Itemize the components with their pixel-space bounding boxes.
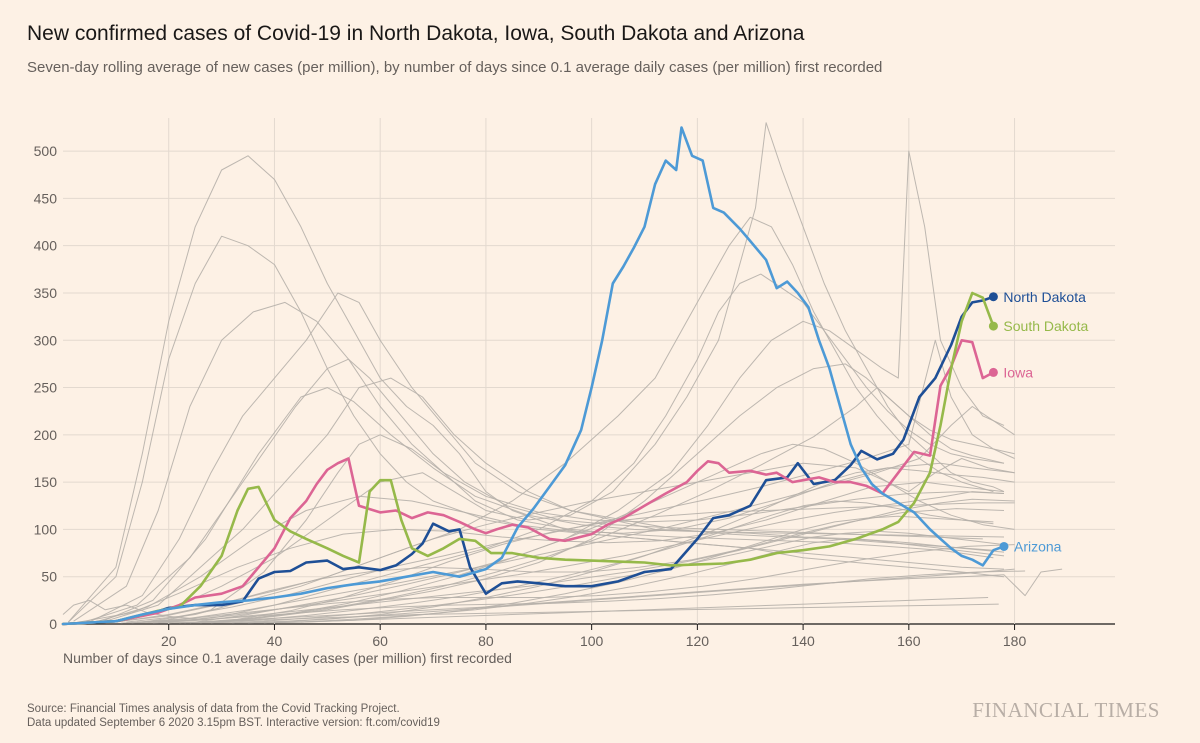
y-tick-label: 250 (34, 380, 58, 396)
arizona-line (61, 126, 1006, 626)
y-tick-label: 300 (34, 332, 58, 348)
y-tick-label: 200 (34, 427, 58, 443)
north-dakota-end-dot (988, 292, 998, 302)
x-axis-ticks: 20 40 60 80 100 120 140 160 180 (161, 624, 1027, 649)
iowa-line (61, 339, 995, 626)
other-state-line (110, 508, 1005, 623)
other-state-line (247, 597, 989, 624)
north-dakota-line (61, 295, 995, 626)
south-dakota-line (61, 291, 995, 626)
y-tick-label: 0 (49, 616, 57, 632)
y-tick-label: 500 (34, 143, 58, 159)
x-tick-label: 100 (580, 633, 604, 649)
other-state-line (105, 377, 1005, 622)
other-state-line (136, 406, 1015, 623)
north-dakota-label: North Dakota (1003, 289, 1086, 305)
x-axis-label: Number of days since 0.1 average daily c… (63, 650, 512, 666)
iowa-end-dot (988, 367, 998, 377)
other-state-line (189, 443, 1015, 624)
arizona-label: Arizona (1014, 538, 1062, 554)
grid-lines (63, 118, 1115, 625)
other-state-line (115, 122, 1005, 622)
other-state-line (67, 155, 1005, 623)
other-state-line (89, 292, 994, 623)
other-state-line (274, 467, 1015, 623)
x-tick-label: 40 (267, 633, 283, 649)
other-state-line (200, 500, 994, 624)
updated-text: Data updated September 6 2020 3.15pm BST… (27, 717, 440, 729)
x-tick-label: 160 (897, 633, 921, 649)
y-tick-label: 450 (34, 190, 58, 206)
y-tick-label: 400 (34, 238, 58, 254)
other-state-line (263, 538, 1005, 624)
other-state-line (221, 363, 1015, 623)
other-state-line (67, 235, 1005, 623)
chart-subtitle: Seven-day rolling average of new cases (… (27, 59, 883, 76)
x-tick-label: 20 (161, 633, 177, 649)
other-state-line (62, 599, 201, 620)
y-tick-label: 100 (34, 521, 58, 537)
series-end-labels: North Dakota Iowa South Dakota Arizona (988, 289, 1088, 554)
ft-logo: FINANCIAL TIMES (972, 698, 1160, 722)
other-states-lines (62, 122, 1063, 624)
other-state-line (99, 387, 1005, 623)
other-state-line (168, 568, 1063, 624)
arizona-end-dot (999, 541, 1009, 551)
other-state-line (195, 150, 1005, 623)
other-state-line (158, 434, 1005, 623)
iowa-label: Iowa (1003, 364, 1033, 380)
x-tick-label: 120 (686, 633, 710, 649)
highlighted-state-lines (61, 126, 1006, 626)
x-tick-label: 80 (478, 633, 494, 649)
y-tick-label: 50 (41, 569, 57, 585)
other-state-line (83, 358, 983, 623)
other-state-line (168, 273, 1005, 623)
south-dakota-label: South Dakota (1003, 318, 1088, 334)
footer-source: Source: Financial Times analysis of data… (27, 702, 440, 730)
other-state-line (142, 216, 994, 623)
chart-title: New confirmed cases of Covid-19 in North… (27, 22, 805, 45)
y-tick-label: 150 (34, 474, 58, 490)
x-tick-label: 60 (372, 633, 388, 649)
other-state-line (179, 387, 1005, 624)
x-tick-label: 180 (1003, 633, 1027, 649)
other-state-line (121, 544, 1015, 624)
x-tick-label: 140 (791, 633, 815, 649)
other-state-line (184, 502, 1015, 624)
other-state-line (158, 498, 1015, 623)
south-dakota-end-dot (988, 321, 998, 331)
source-text: Source: Financial Times analysis of data… (27, 703, 400, 715)
y-axis-ticks: 0 50 100 150 200 250 300 350 400 450 500 (34, 143, 58, 632)
other-state-line (300, 515, 994, 623)
y-tick-label: 350 (34, 285, 58, 301)
